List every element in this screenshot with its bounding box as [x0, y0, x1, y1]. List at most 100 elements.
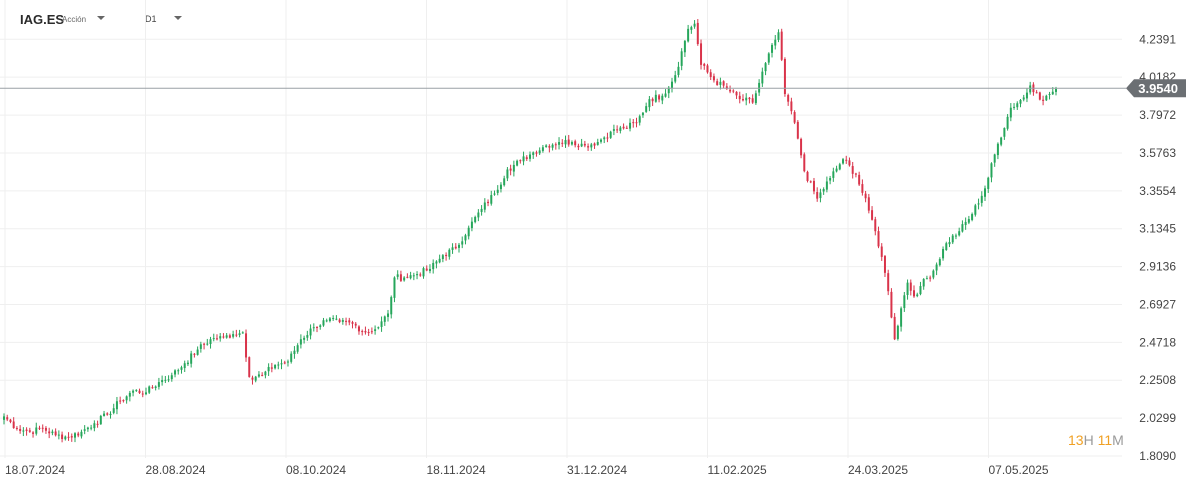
candle[interactable] — [119, 396, 122, 405]
candle[interactable] — [496, 185, 499, 196]
candle[interactable] — [425, 265, 428, 272]
candle[interactable] — [909, 279, 912, 296]
candle[interactable] — [738, 91, 741, 104]
candle[interactable] — [1006, 114, 1009, 131]
candle[interactable] — [777, 29, 780, 43]
candle[interactable] — [177, 368, 180, 375]
candle[interactable] — [732, 89, 735, 94]
candle[interactable] — [990, 162, 993, 183]
candle[interactable] — [477, 209, 480, 222]
candle[interactable] — [971, 212, 974, 222]
candle[interactable] — [525, 155, 528, 161]
candle[interactable] — [222, 333, 225, 339]
candle[interactable] — [232, 330, 235, 339]
candle[interactable] — [787, 93, 790, 106]
candle[interactable] — [138, 388, 141, 394]
candle[interactable] — [283, 360, 286, 365]
candle[interactable] — [509, 164, 512, 176]
candle[interactable] — [438, 254, 441, 264]
candle[interactable] — [351, 320, 354, 329]
candle[interactable] — [654, 90, 657, 103]
candle[interactable] — [132, 389, 135, 397]
candle[interactable] — [128, 390, 131, 402]
candle[interactable] — [225, 333, 228, 339]
candle[interactable] — [522, 151, 525, 166]
candle[interactable] — [390, 295, 393, 319]
candle[interactable] — [480, 205, 483, 216]
security-type-label[interactable]: Acción — [62, 15, 87, 24]
candle[interactable] — [199, 341, 202, 353]
candle[interactable] — [115, 396, 118, 415]
candle[interactable] — [516, 159, 519, 167]
candle[interactable] — [96, 420, 99, 428]
candle[interactable] — [922, 278, 925, 290]
candle[interactable] — [109, 411, 112, 419]
candle[interactable] — [67, 432, 70, 441]
candle[interactable] — [280, 359, 283, 370]
candle[interactable] — [1025, 88, 1028, 103]
candle[interactable] — [616, 125, 619, 134]
candle[interactable] — [551, 143, 554, 151]
candle[interactable] — [641, 112, 644, 118]
candle[interactable] — [596, 138, 599, 146]
candle[interactable] — [458, 242, 461, 253]
candle[interactable] — [380, 316, 383, 332]
candle[interactable] — [474, 215, 477, 224]
candle[interactable] — [212, 333, 215, 342]
candle[interactable] — [567, 134, 570, 147]
candle[interactable] — [900, 306, 903, 332]
candle[interactable] — [1035, 90, 1038, 94]
candle[interactable] — [2, 413, 6, 425]
candle[interactable] — [370, 327, 373, 335]
candle[interactable] — [896, 324, 899, 341]
candle[interactable] — [974, 203, 977, 217]
candle[interactable] — [38, 425, 41, 431]
candle[interactable] — [164, 375, 167, 384]
candle[interactable] — [577, 143, 580, 151]
candle[interactable] — [745, 93, 748, 106]
candle[interactable] — [693, 20, 696, 29]
candle[interactable] — [70, 433, 73, 442]
candle[interactable] — [935, 262, 938, 276]
candle[interactable] — [22, 427, 25, 437]
candle[interactable] — [825, 176, 828, 193]
candle[interactable] — [248, 356, 251, 378]
candle[interactable] — [54, 428, 57, 437]
candle[interactable] — [629, 118, 632, 132]
candle[interactable] — [883, 255, 886, 277]
candle[interactable] — [325, 318, 328, 323]
candle[interactable] — [561, 139, 564, 148]
candle[interactable] — [1022, 94, 1025, 102]
candle[interactable] — [729, 85, 732, 94]
candle[interactable] — [148, 385, 151, 394]
candle[interactable] — [48, 427, 51, 439]
candle[interactable] — [387, 309, 390, 322]
candle[interactable] — [954, 233, 957, 240]
candle[interactable] — [316, 326, 319, 333]
candle[interactable] — [451, 243, 454, 254]
candle[interactable] — [958, 227, 961, 237]
candle[interactable] — [609, 130, 612, 139]
candle[interactable] — [41, 424, 44, 433]
candle[interactable] — [309, 324, 312, 340]
candle[interactable] — [215, 334, 218, 341]
candle[interactable] — [583, 140, 586, 148]
candle[interactable] — [151, 385, 154, 389]
candle[interactable] — [754, 90, 757, 105]
candle[interactable] — [1019, 98, 1022, 108]
candle[interactable] — [758, 79, 761, 96]
candle[interactable] — [648, 96, 651, 112]
candle[interactable] — [1003, 127, 1006, 140]
candle[interactable] — [341, 317, 344, 325]
candle[interactable] — [674, 70, 677, 84]
candle[interactable] — [332, 315, 335, 321]
candle[interactable] — [832, 167, 835, 182]
candle[interactable] — [141, 390, 144, 398]
candle[interactable] — [587, 143, 590, 151]
candle[interactable] — [93, 420, 96, 432]
candle[interactable] — [961, 220, 964, 233]
candle[interactable] — [1016, 101, 1019, 110]
candle[interactable] — [432, 259, 435, 274]
candle[interactable] — [1042, 95, 1045, 106]
candle[interactable] — [367, 328, 370, 336]
